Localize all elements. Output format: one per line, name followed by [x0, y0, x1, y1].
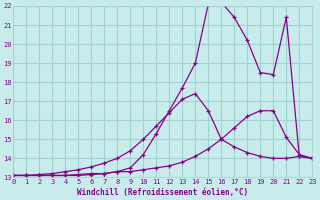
X-axis label: Windchill (Refroidissement éolien,°C): Windchill (Refroidissement éolien,°C)	[77, 188, 248, 197]
